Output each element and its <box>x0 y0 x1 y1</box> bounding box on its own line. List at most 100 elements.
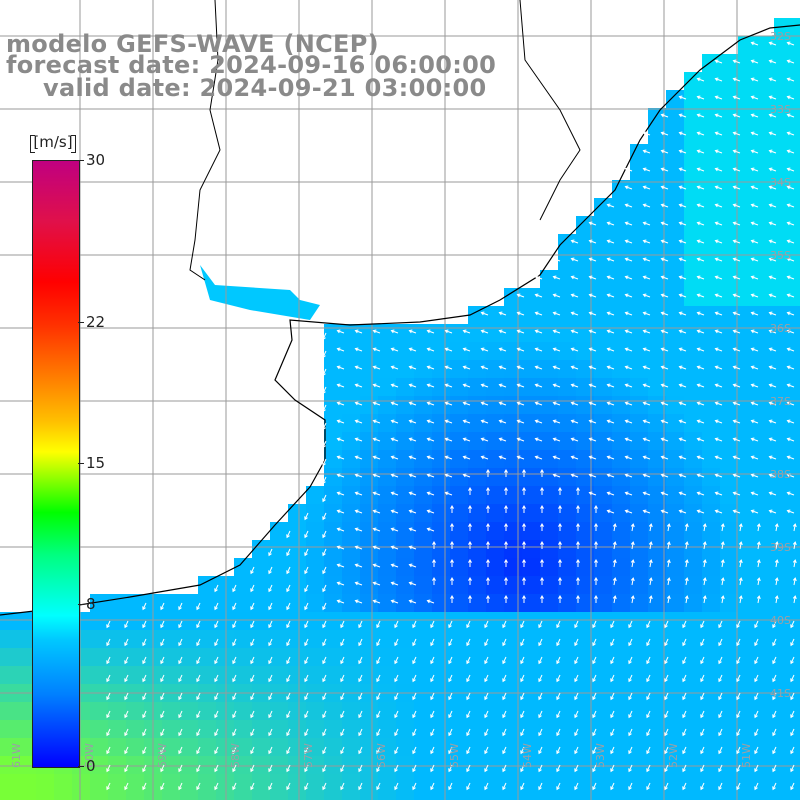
wind-arrow <box>574 620 579 628</box>
wind-arrow <box>793 596 796 604</box>
wind-cell <box>288 720 306 738</box>
wind-arrow <box>703 560 706 568</box>
wind-arrow <box>466 692 471 700</box>
wind-arrow <box>124 764 129 772</box>
wind-arrow <box>661 492 669 496</box>
wind-cell <box>792 468 800 486</box>
wind-arrow <box>625 456 633 460</box>
wind-arrow <box>214 584 219 592</box>
wind-arrow <box>631 596 634 604</box>
wind-cell <box>684 468 702 486</box>
wind-cell <box>702 288 720 306</box>
wind-cell <box>576 522 594 540</box>
wind-cell <box>324 450 342 468</box>
wind-cell <box>666 108 684 126</box>
wind-arrow <box>589 384 597 388</box>
wind-arrow-head <box>678 221 683 226</box>
wind-cell <box>540 396 558 414</box>
wind-arrow <box>625 294 633 298</box>
wind-arrow <box>769 420 777 424</box>
wind-arrow <box>304 656 309 664</box>
wind-cell <box>594 306 612 324</box>
wind-arrow-head <box>336 473 341 478</box>
wind-cell <box>774 90 792 108</box>
wind-arrow <box>610 674 615 682</box>
lon-label: 54W <box>521 743 534 768</box>
wind-arrow <box>484 638 489 646</box>
wind-arrow-head <box>750 419 755 424</box>
wind-arrow <box>355 366 363 370</box>
wind-arrow-head <box>232 624 236 629</box>
wind-arrow-head <box>646 678 650 683</box>
wind-arrow-head <box>394 786 398 791</box>
wind-arrow <box>733 492 741 496</box>
wind-arrow <box>499 456 507 460</box>
wind-arrow-head <box>394 696 398 701</box>
wind-arrow-head <box>354 347 359 352</box>
wind-arrow-head <box>714 95 719 100</box>
wind-arrow <box>754 656 759 664</box>
wind-cell <box>720 648 738 666</box>
wind-arrow-head <box>786 257 791 262</box>
wind-arrow-head <box>376 660 380 665</box>
wind-cell <box>378 738 396 756</box>
wind-arrow-head <box>750 95 755 100</box>
wind-cell <box>180 630 198 648</box>
wind-arrow <box>715 240 723 244</box>
wind-arrow <box>679 96 687 100</box>
wind-arrow <box>481 348 489 352</box>
wind-arrow-head <box>714 365 719 370</box>
wind-arrow-head <box>468 523 472 527</box>
wind-arrow <box>646 782 651 790</box>
wind-arrow <box>718 710 723 718</box>
wind-cell <box>756 288 774 306</box>
wind-arrow-head <box>534 437 539 442</box>
wind-arrow-head <box>768 59 773 64</box>
wind-arrow <box>685 542 688 550</box>
wind-cell <box>414 630 432 648</box>
wind-arrow-head <box>556 696 560 701</box>
wind-arrow-head <box>430 714 434 719</box>
wind-arrow-head <box>786 383 791 388</box>
wind-arrow-head <box>394 750 398 755</box>
wind-arrow-head <box>570 347 575 352</box>
wind-arrow <box>391 402 399 406</box>
wind-arrow-head <box>486 595 490 599</box>
wind-arrow-head <box>426 437 431 442</box>
wind-cell <box>234 666 252 684</box>
wind-arrow-head <box>432 541 436 545</box>
wind-arrow <box>337 528 345 532</box>
wind-arrow <box>538 638 543 646</box>
wind-arrow-head <box>484 732 488 737</box>
wind-arrow <box>607 438 615 442</box>
wind-arrow-head <box>684 523 689 528</box>
wind-cell <box>108 630 126 648</box>
wind-cell <box>792 774 800 792</box>
wind-arrow <box>661 384 669 388</box>
wind-arrow-head <box>394 624 398 629</box>
wind-arrow-head <box>372 437 377 442</box>
wind-arrow <box>445 330 453 334</box>
wind-arrow-head <box>480 365 485 370</box>
wind-cell <box>162 666 180 684</box>
wind-arrow <box>697 132 705 136</box>
wind-arrow-head <box>736 768 740 773</box>
wind-arrow-head <box>322 570 326 575</box>
wind-arrow <box>376 620 381 628</box>
wind-arrow-head <box>588 221 593 226</box>
wind-arrow <box>592 620 597 628</box>
wind-arrow <box>268 656 273 664</box>
wind-arrow-head <box>322 696 326 701</box>
wind-cell <box>450 612 468 630</box>
wind-arrow-head <box>588 419 593 424</box>
wind-cell <box>18 792 36 800</box>
wind-arrow-head <box>534 455 539 460</box>
wind-arrow-head <box>358 660 362 665</box>
wind-cell <box>288 522 306 540</box>
wind-arrow <box>373 474 381 478</box>
wind-cell <box>756 648 774 666</box>
wind-arrow <box>304 746 309 754</box>
wind-cell <box>756 738 774 756</box>
wind-field <box>0 18 800 800</box>
wind-cell <box>666 414 684 432</box>
